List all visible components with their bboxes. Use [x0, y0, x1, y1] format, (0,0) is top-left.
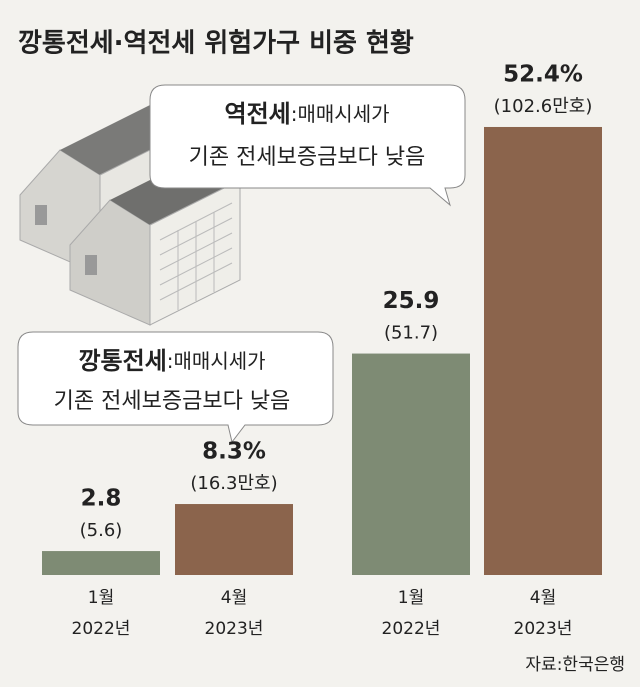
- value-label: 25.9: [383, 288, 440, 314]
- bar: [42, 551, 160, 575]
- value-label: 52.4%: [503, 61, 583, 87]
- value-label: 2.8: [81, 486, 122, 512]
- chart-title: 깡통전세·역전세 위험가구 비중 현황: [18, 29, 414, 59]
- household-label: (16.3만호): [190, 473, 277, 494]
- callout-line: 깡통전세:매매시세가: [78, 347, 265, 375]
- callout-term: 역전세: [225, 100, 291, 128]
- callout-term: 깡통전세: [78, 347, 166, 375]
- household-label: (102.6만호): [494, 96, 593, 117]
- source: 자료:한국은행: [525, 655, 625, 675]
- bar: [352, 353, 470, 575]
- callout-bubble: [149, 84, 466, 207]
- callout-line2: 기존 전세보증금보다 낮음: [189, 145, 426, 170]
- bar: [175, 504, 293, 575]
- x-tick-label: 1월: [88, 588, 114, 608]
- bar: [484, 126, 602, 575]
- x-tick-label: 1월: [398, 588, 424, 608]
- household-label: (51.7): [384, 323, 438, 344]
- callout-line2: 기존 전세보증금보다 낮음: [54, 389, 291, 414]
- x-tick-label: 2022년: [72, 619, 131, 639]
- x-tick-label: 2022년: [382, 619, 441, 639]
- x-tick-label: 4월: [221, 588, 247, 608]
- household-label: (5.6): [80, 520, 123, 541]
- callout-text: :매매시세가: [167, 349, 266, 373]
- callout-line: 역전세:매매시세가: [225, 100, 390, 128]
- x-tick-label: 2023년: [205, 619, 264, 639]
- x-tick-label: 2023년: [514, 619, 573, 639]
- x-tick-label: 4월: [530, 588, 556, 608]
- callout-text: :매매시세가: [291, 102, 390, 126]
- callout-bubble: [17, 331, 334, 444]
- value-label: 8.3%: [202, 439, 266, 465]
